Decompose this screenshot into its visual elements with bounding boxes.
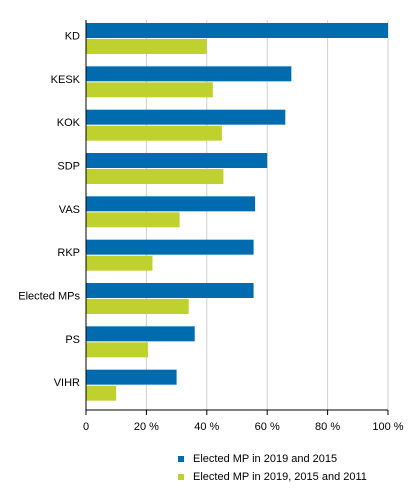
x-tick-label: 60 %: [255, 421, 280, 433]
x-tick-label: 20 %: [134, 421, 159, 433]
bar-series-1: [86, 369, 177, 385]
legend-item-series-2: Elected MP in 2019, 2015 and 2011: [178, 468, 367, 486]
legend-item-series-1: Elected MP in 2019 and 2015: [178, 450, 367, 468]
bar-series-2: [86, 385, 117, 401]
category-label: RKP: [57, 247, 80, 259]
bar-series-2: [86, 39, 207, 54]
bar-series-2: [86, 82, 213, 98]
category-label: SDP: [57, 161, 80, 173]
x-tick-label: 0: [83, 421, 89, 433]
x-tick-label: 100 %: [372, 421, 403, 433]
category-label: PS: [65, 334, 80, 346]
bar-series-1: [86, 239, 254, 255]
legend-swatch-series-1: [178, 456, 184, 462]
bar-series-1: [86, 66, 292, 82]
x-tick-label: 40 %: [194, 421, 219, 433]
category-label: KESK: [51, 74, 81, 86]
bar-series-2: [86, 255, 153, 271]
category-label: VIHR: [54, 377, 80, 389]
bar-series-1: [86, 153, 268, 168]
legend-label-series-2: Elected MP in 2019, 2015 and 2011: [193, 471, 367, 483]
bar-series-2: [86, 169, 224, 184]
bar-series-1: [86, 283, 254, 298]
bar-series-2: [86, 212, 180, 228]
legend-swatch-series-2: [178, 474, 184, 480]
bar-series-2: [86, 342, 148, 358]
legend-label-series-1: Elected MP in 2019 and 2015: [193, 453, 338, 465]
bar-series-1: [86, 326, 195, 342]
bar-series-1: [86, 196, 256, 212]
legend: Elected MP in 2019 and 2015 Elected MP i…: [178, 450, 367, 486]
category-label: VAS: [59, 204, 80, 216]
category-label: KOK: [57, 117, 81, 129]
category-label: Elected MPs: [18, 291, 80, 303]
bar-series-2: [86, 299, 189, 314]
bar-series-1: [86, 109, 286, 125]
category-label: KD: [65, 31, 80, 43]
bar-series-1: [86, 23, 388, 38]
bar-series-2: [86, 125, 222, 141]
x-tick-label: 80 %: [315, 421, 340, 433]
